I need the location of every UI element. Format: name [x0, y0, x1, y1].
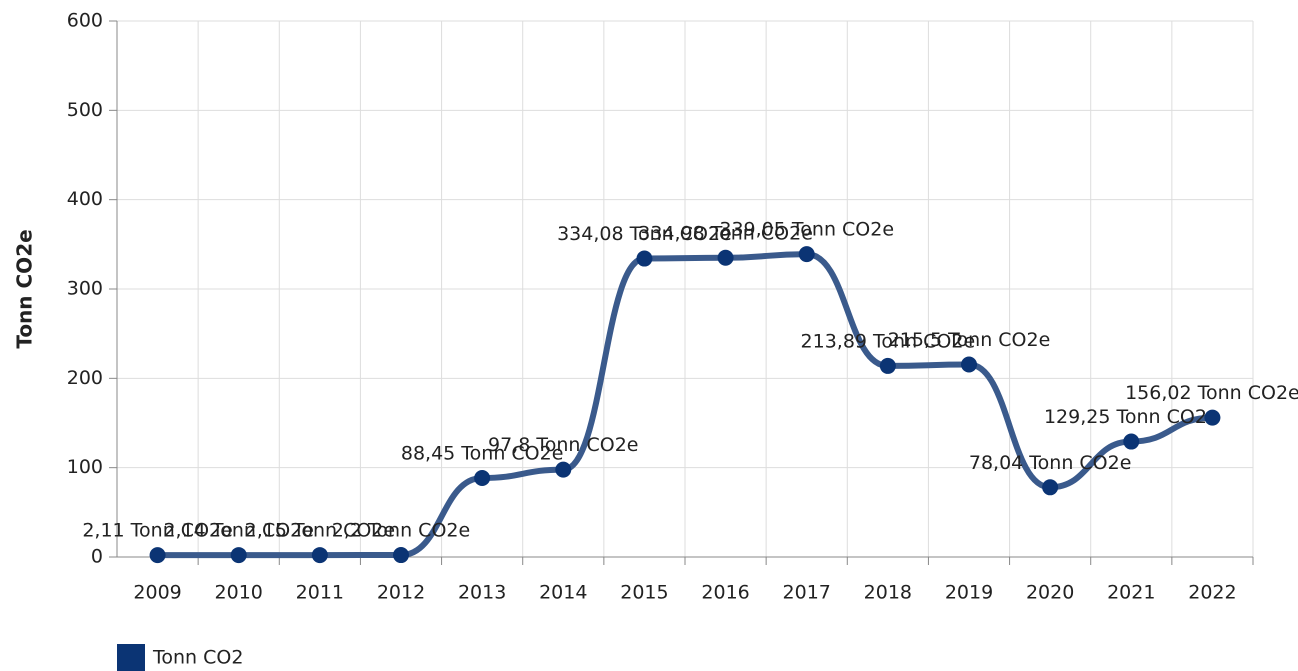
data-label: 156,02 Tonn CO2e [1125, 382, 1298, 404]
data-label: 2,11 Tonn CO2e [82, 520, 232, 542]
legend-label: Tonn CO2 [152, 647, 243, 669]
x-tick-label: 2011 [296, 582, 344, 604]
data-label: 2,15 Tonn CO2e [245, 520, 395, 542]
data-label: 78,04 Tonn CO2e [969, 452, 1132, 474]
data-label: 339,05 Tonn CO2e [719, 219, 894, 241]
data-label: 2,2 Tonn CO2e [332, 520, 470, 542]
marker [555, 461, 572, 478]
data-label: 2,14 Tonn CO2e [163, 520, 313, 542]
x-tick-label: 2020 [1026, 582, 1074, 604]
x-tick-label: 2021 [1107, 582, 1155, 604]
data-label: 129,25 Tonn CO2e [1044, 406, 1219, 428]
data-label: 97,8 Tonn CO2e [488, 434, 638, 456]
x-tick-label: 2022 [1188, 582, 1236, 604]
y-tick-label: 500 [67, 99, 103, 121]
x-tick-label: 2015 [620, 582, 668, 604]
marker [879, 357, 896, 374]
x-tick-label: 2014 [539, 582, 587, 604]
x-tick-label: 2017 [783, 582, 831, 604]
y-tick-label: 300 [67, 278, 103, 300]
y-tick-label: 400 [67, 188, 103, 210]
data-label: 88,45 Tonn CO2e [401, 442, 564, 464]
legend-swatch [117, 644, 145, 671]
marker [149, 547, 166, 564]
data-label: 213,89 Tonn CO2e [801, 330, 976, 352]
marker [1123, 433, 1140, 450]
marker [393, 547, 409, 564]
data-label: 215,5 Tonn CO2e [888, 329, 1051, 351]
marker [1042, 479, 1059, 496]
y-tick-label: 200 [67, 367, 103, 389]
y-tick-label: 100 [67, 456, 103, 478]
marker [230, 547, 247, 564]
line [157, 251, 1213, 559]
x-tick-label: 2009 [133, 582, 181, 604]
x-tick-label: 2019 [945, 582, 993, 604]
y-tick-label: 0 [91, 546, 103, 568]
marker [311, 547, 328, 564]
data-label: 334,08 Tonn CO2e [557, 223, 732, 245]
x-tick-label: 2013 [458, 582, 506, 604]
marker [717, 249, 734, 266]
x-tick-label: 2010 [215, 582, 263, 604]
marker [798, 246, 815, 263]
x-tick-label: 2018 [864, 582, 912, 604]
data-label: 334,98 Tonn CO2e [638, 222, 813, 244]
marker [474, 469, 491, 486]
x-tick-label: 2012 [377, 582, 425, 604]
marker [636, 250, 653, 267]
y-axis-label: Tonn CO2e [13, 229, 37, 348]
marker [961, 356, 977, 373]
y-tick-label: 600 [67, 10, 103, 32]
x-tick-label: 2016 [701, 582, 749, 604]
marker [1204, 409, 1221, 426]
